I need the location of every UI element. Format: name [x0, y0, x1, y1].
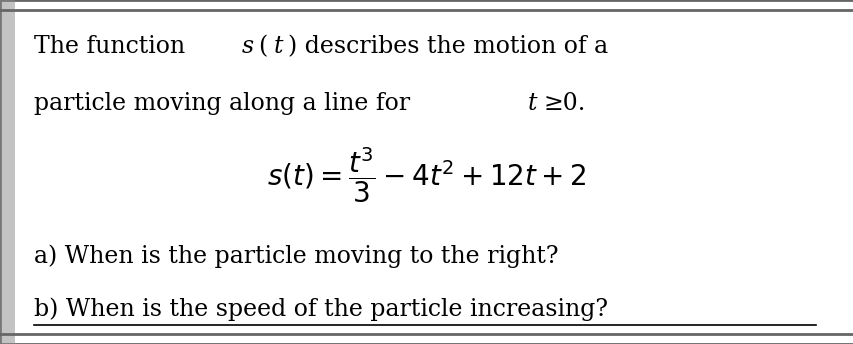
Text: s: s	[241, 35, 253, 58]
Text: t: t	[273, 35, 282, 58]
Text: particle moving along a line for: particle moving along a line for	[34, 92, 417, 115]
Text: t: t	[527, 92, 537, 115]
Text: The function: The function	[34, 35, 193, 58]
Text: b) When is the speed of the particle increasing?: b) When is the speed of the particle inc…	[34, 298, 607, 321]
Text: (: (	[258, 35, 267, 58]
Text: ) describes the motion of a: ) describes the motion of a	[287, 35, 607, 58]
Text: a) When is the particle moving to the right?: a) When is the particle moving to the ri…	[34, 245, 558, 268]
Text: $s(t)=\dfrac{t^{3}}{3}-4t^{2}+12t+2$: $s(t)=\dfrac{t^{3}}{3}-4t^{2}+12t+2$	[267, 146, 586, 205]
Text: ≥0.: ≥0.	[543, 92, 585, 115]
Bar	[0, 0, 15, 344]
